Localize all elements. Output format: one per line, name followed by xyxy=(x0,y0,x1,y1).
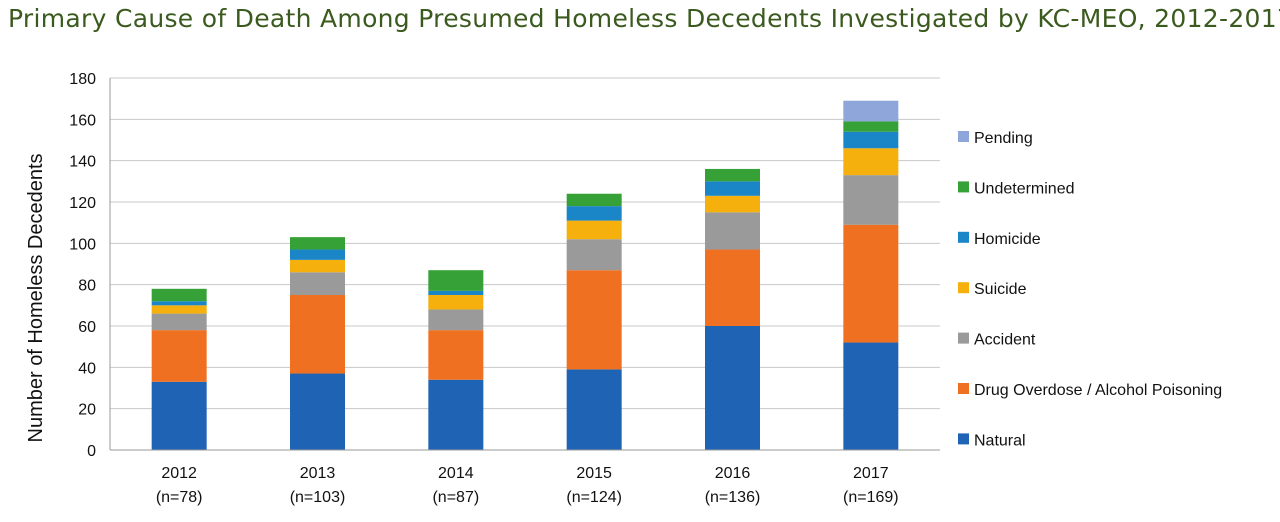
legend-swatch xyxy=(958,131,969,142)
bar-segment-homicide xyxy=(290,249,345,260)
y-tick-labels: 0 20 40 60 80 100 120 140 160 180 xyxy=(69,71,96,460)
bar-segment-suicide xyxy=(151,305,207,314)
y-tick-label: 100 xyxy=(69,236,96,253)
bar-segment-accident xyxy=(428,309,484,331)
x-category-sublabel: (n=169) xyxy=(843,489,899,506)
legend-swatch xyxy=(958,332,969,344)
bar-segment-suicide xyxy=(566,220,622,240)
y-tick-label: 60 xyxy=(78,319,96,336)
legend-swatch xyxy=(958,433,969,445)
bar-segment-drug-overdose-alcohol-poisoning xyxy=(843,224,899,343)
bar-segment-homicide xyxy=(705,181,760,196)
bar-segment-undetermined xyxy=(566,193,622,207)
bar-segment-accident xyxy=(151,313,207,331)
legend-swatch xyxy=(958,181,969,193)
bar-segment-accident xyxy=(705,212,760,250)
bar-segment-homicide xyxy=(843,131,899,149)
y-tick-label: 140 xyxy=(69,154,96,171)
legend-label: Pending xyxy=(974,130,1033,147)
bar-segment-accident xyxy=(290,272,345,295)
bar-segment-natural xyxy=(151,381,207,450)
y-tick-label: 0 xyxy=(87,443,96,460)
legend-label: Natural xyxy=(974,432,1026,449)
legend-label: Suicide xyxy=(974,281,1027,298)
bar-segment-accident xyxy=(566,239,622,271)
x-category-sublabel: (n=78) xyxy=(156,489,203,506)
bar-segment-drug-overdose-alcohol-poisoning xyxy=(566,270,622,370)
bar-segment-drug-overdose-alcohol-poisoning xyxy=(705,249,760,326)
x-category-sublabel: (n=124) xyxy=(566,489,622,506)
bar-segment-drug-overdose-alcohol-poisoning xyxy=(290,295,345,374)
x-category-labels: 2012 (n=78) 2013 (n=103) 2014 (n=87) 2015 (n=12… xyxy=(156,465,899,506)
bar-segment-natural xyxy=(705,326,760,450)
y-tick-label: 120 xyxy=(69,195,96,212)
legend-swatch xyxy=(958,383,969,394)
bar-segment-undetermined xyxy=(151,288,207,302)
bar-segment-natural xyxy=(843,342,899,450)
legend-label: Accident xyxy=(974,332,1036,349)
legend-swatch xyxy=(958,282,969,294)
bar-segment-suicide xyxy=(290,259,345,273)
bar-segment-homicide xyxy=(151,301,207,306)
legend: Pending Undetermined Homicide Suicide Accide… xyxy=(958,130,1222,449)
x-category-label: 2012 xyxy=(161,465,197,482)
bars xyxy=(151,100,899,450)
legend-swatch xyxy=(958,231,969,243)
bar-segment-homicide xyxy=(566,206,622,221)
bar-segment-undetermined xyxy=(428,270,484,291)
bar-segment-drug-overdose-alcohol-poisoning xyxy=(428,330,484,380)
bar-segment-suicide xyxy=(705,195,760,213)
chart-title: Primary Cause of Death Among Presumed Ho… xyxy=(8,4,1280,33)
y-tick-label: 180 xyxy=(69,71,96,88)
y-axis-label: Number of Homeless Decedents xyxy=(25,153,47,442)
gridlines xyxy=(110,77,940,410)
x-category-sublabel: (n=103) xyxy=(290,489,346,506)
x-category-label: 2014 xyxy=(438,465,474,482)
x-category-label: 2016 xyxy=(715,465,751,482)
legend-label: Homicide xyxy=(974,231,1041,248)
bar-segment-homicide xyxy=(428,290,484,295)
bar-segment-undetermined xyxy=(843,121,899,132)
y-tick-label: 80 xyxy=(78,278,96,295)
bar-segment-natural xyxy=(290,373,345,450)
y-tick-label: 20 xyxy=(78,402,96,419)
bar-segment-pending xyxy=(843,100,899,122)
x-category-sublabel: (n=136) xyxy=(705,489,761,506)
bar-segment-natural xyxy=(428,379,484,450)
x-category-label: 2013 xyxy=(300,465,336,482)
bar-segment-natural xyxy=(566,369,622,450)
axes xyxy=(109,78,940,451)
bar-segment-suicide xyxy=(843,148,899,176)
bar-segment-drug-overdose-alcohol-poisoning xyxy=(151,330,207,382)
x-category-sublabel: (n=87) xyxy=(432,489,479,506)
bar-segment-accident xyxy=(843,175,899,225)
x-category-label: 2017 xyxy=(853,465,889,482)
bar-segment-suicide xyxy=(428,295,484,310)
x-category-label: 2015 xyxy=(576,465,612,482)
y-tick-label: 160 xyxy=(69,112,96,129)
bar-segment-undetermined xyxy=(705,168,760,182)
legend-label: Drug Overdose / Alcohol Poisoning xyxy=(974,382,1222,399)
y-tick-label: 40 xyxy=(78,360,96,377)
legend-label: Undetermined xyxy=(974,180,1075,197)
bar-segment-undetermined xyxy=(290,237,345,250)
